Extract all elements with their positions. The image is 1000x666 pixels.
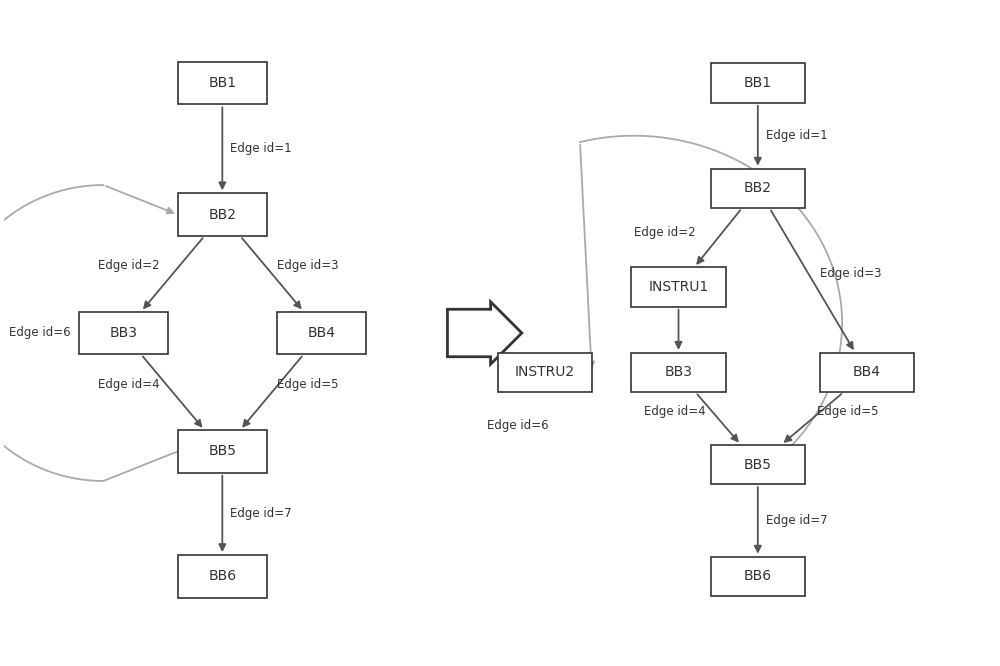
Text: Edge id=1: Edge id=1 xyxy=(230,143,292,155)
FancyBboxPatch shape xyxy=(178,555,267,597)
Text: Edge id=6: Edge id=6 xyxy=(9,326,71,340)
Text: BB6: BB6 xyxy=(744,569,772,583)
Text: BB5: BB5 xyxy=(208,444,236,458)
Text: BB4: BB4 xyxy=(308,326,336,340)
FancyBboxPatch shape xyxy=(820,353,914,392)
FancyBboxPatch shape xyxy=(178,430,267,473)
FancyBboxPatch shape xyxy=(498,353,592,392)
Text: BB4: BB4 xyxy=(853,366,881,380)
FancyBboxPatch shape xyxy=(631,267,726,307)
FancyBboxPatch shape xyxy=(178,193,267,236)
Text: Edge id=7: Edge id=7 xyxy=(766,514,827,527)
Text: Edge id=3: Edge id=3 xyxy=(277,260,338,272)
Text: Edge id=5: Edge id=5 xyxy=(817,406,879,418)
Text: Edge id=6: Edge id=6 xyxy=(487,418,549,432)
Text: BB3: BB3 xyxy=(109,326,137,340)
Text: Edge id=2: Edge id=2 xyxy=(98,260,160,272)
FancyBboxPatch shape xyxy=(79,312,168,354)
FancyBboxPatch shape xyxy=(711,63,805,103)
Text: Edge id=7: Edge id=7 xyxy=(230,507,292,520)
FancyBboxPatch shape xyxy=(711,445,805,484)
Text: Edge id=1: Edge id=1 xyxy=(766,129,827,143)
FancyBboxPatch shape xyxy=(631,353,726,392)
Text: INSTRU2: INSTRU2 xyxy=(515,366,575,380)
Text: Edge id=2: Edge id=2 xyxy=(634,226,696,239)
FancyBboxPatch shape xyxy=(711,557,805,596)
Text: BB1: BB1 xyxy=(744,76,772,90)
Text: BB2: BB2 xyxy=(744,181,772,195)
FancyBboxPatch shape xyxy=(277,312,366,354)
Text: BB6: BB6 xyxy=(208,569,236,583)
Text: BB2: BB2 xyxy=(208,208,236,222)
Text: Edge id=4: Edge id=4 xyxy=(98,378,160,391)
FancyBboxPatch shape xyxy=(178,62,267,105)
Text: BB5: BB5 xyxy=(744,458,772,472)
Polygon shape xyxy=(447,302,522,364)
Text: BB1: BB1 xyxy=(208,76,236,90)
FancyBboxPatch shape xyxy=(711,168,805,208)
Text: BB3: BB3 xyxy=(665,366,693,380)
Text: Edge id=4: Edge id=4 xyxy=(644,406,705,418)
Text: Edge id=3: Edge id=3 xyxy=(820,267,882,280)
Text: INSTRU1: INSTRU1 xyxy=(648,280,709,294)
Text: Edge id=5: Edge id=5 xyxy=(277,378,338,391)
